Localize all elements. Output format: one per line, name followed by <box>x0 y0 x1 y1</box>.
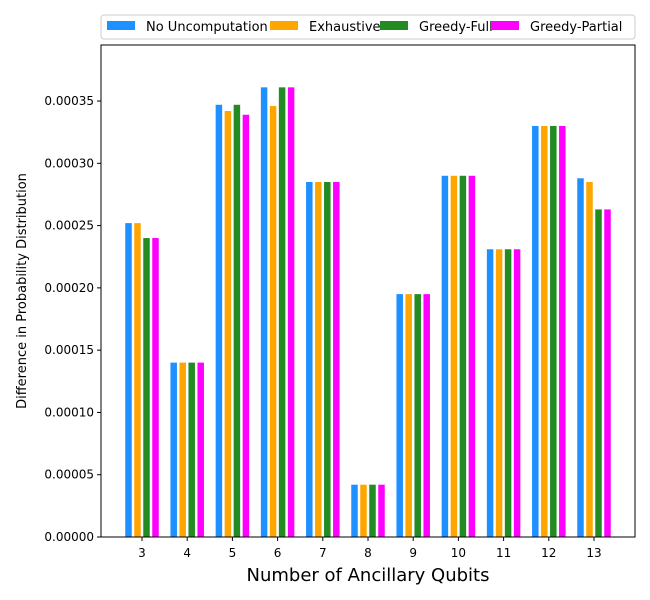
bar-exhaustive-3 <box>134 223 141 537</box>
legend-label-exhaustive: Exhaustive <box>309 20 381 35</box>
bar-greedy-full-3 <box>143 238 150 537</box>
bar-greedy-partial-5 <box>242 114 250 538</box>
bar-no-uncomputation-3 <box>125 223 132 537</box>
x-tick-label: 9 <box>409 546 417 560</box>
x-tick-label: 7 <box>319 546 327 560</box>
legend-label-greedy-full: Greedy-Full <box>419 20 493 35</box>
bar-no-uncomputation-12 <box>532 125 539 537</box>
bar-greedy-full-5 <box>233 104 241 537</box>
x-tick-label: 13 <box>586 546 601 560</box>
x-tick-label: 4 <box>183 546 191 560</box>
y-tick-label: 0.00030 <box>44 156 94 170</box>
bar-exhaustive-7 <box>315 182 322 537</box>
bar-greedy-full-7 <box>324 182 331 537</box>
x-tick-label: 12 <box>541 546 556 560</box>
bar-no-uncomputation-10 <box>441 175 449 538</box>
x-tick-label: 5 <box>229 546 237 560</box>
y-tick-label: 0.00000 <box>44 530 94 544</box>
bar-greedy-partial-12 <box>559 125 566 537</box>
x-tick-label: 8 <box>364 546 372 560</box>
bar-greedy-full-13 <box>595 209 602 537</box>
bar-no-uncomputation-7 <box>306 182 313 537</box>
y-tick-label: 0.00015 <box>44 343 94 357</box>
bar-greedy-full-10 <box>459 175 467 538</box>
y-axis: 0.00000 0.00005 0.00010 0.00015 0.00020 0.000… <box>44 94 101 544</box>
bar-greedy-full-4 <box>188 362 195 537</box>
bar-greedy-partial-13 <box>604 209 611 537</box>
bar-greedy-full-8 <box>369 484 376 537</box>
y-tick-label: 0.00035 <box>44 94 94 108</box>
x-axis-title: Number of Ancillary Qubits <box>247 565 490 586</box>
bar-no-uncomputation-8 <box>351 484 358 537</box>
bar-no-uncomputation-9 <box>396 294 403 537</box>
x-axis: 3 4 5 6 7 8 9 10 11 12 13 <box>138 537 602 560</box>
bar-no-uncomputation-11 <box>486 249 494 537</box>
legend-swatch-no-uncomputation <box>107 21 135 30</box>
bar-no-uncomputation-4 <box>170 362 177 537</box>
bars-layer <box>125 87 611 538</box>
y-tick-label: 0.00020 <box>44 281 94 295</box>
bar-greedy-partial-6 <box>287 87 295 537</box>
legend-swatch-greedy-full <box>380 21 408 30</box>
bar-exhaustive-4 <box>179 362 186 537</box>
x-tick-label: 10 <box>451 546 466 560</box>
bar-exhaustive-12 <box>541 125 548 537</box>
bar-greedy-partial-9 <box>423 294 430 537</box>
y-tick-label: 0.00025 <box>44 219 94 233</box>
bar-greedy-partial-10 <box>468 175 476 538</box>
legend-label-greedy-partial: Greedy-Partial <box>530 20 622 35</box>
bar-greedy-full-6 <box>278 87 286 537</box>
legend-swatch-exhaustive <box>270 21 298 30</box>
bar-exhaustive-13 <box>586 182 593 537</box>
y-axis-title: Difference in Probability Distribution <box>15 173 30 409</box>
bar-greedy-partial-3 <box>152 238 159 537</box>
x-tick-label: 11 <box>496 546 511 560</box>
bar-exhaustive-8 <box>360 484 367 537</box>
bar-greedy-partial-11 <box>513 249 521 537</box>
x-tick-label: 6 <box>274 546 282 560</box>
legend: No Uncomputation Exhaustive Greedy-Full Gre… <box>100 14 636 40</box>
bar-no-uncomputation-6 <box>260 87 268 537</box>
bar-no-uncomputation-13 <box>577 178 584 538</box>
bar-greedy-partial-4 <box>197 362 204 537</box>
y-tick-label: 0.00005 <box>44 468 94 482</box>
bar-exhaustive-5 <box>224 111 232 537</box>
bar-greedy-full-11 <box>504 249 512 537</box>
y-tick-label: 0.00010 <box>44 405 94 419</box>
bar-greedy-partial-7 <box>333 182 340 537</box>
bar-exhaustive-11 <box>495 249 503 537</box>
bar-greedy-full-9 <box>414 294 421 537</box>
legend-swatch-greedy-partial <box>491 21 519 30</box>
bar-no-uncomputation-5 <box>215 104 223 537</box>
legend-label-no-uncomputation: No Uncomputation <box>146 20 268 35</box>
bar-exhaustive-6 <box>269 106 277 538</box>
bar-greedy-partial-8 <box>378 484 385 537</box>
x-tick-label: 3 <box>138 546 146 560</box>
bar-exhaustive-9 <box>405 294 412 537</box>
bar-exhaustive-10 <box>450 175 458 538</box>
bar-greedy-full-12 <box>550 125 557 537</box>
